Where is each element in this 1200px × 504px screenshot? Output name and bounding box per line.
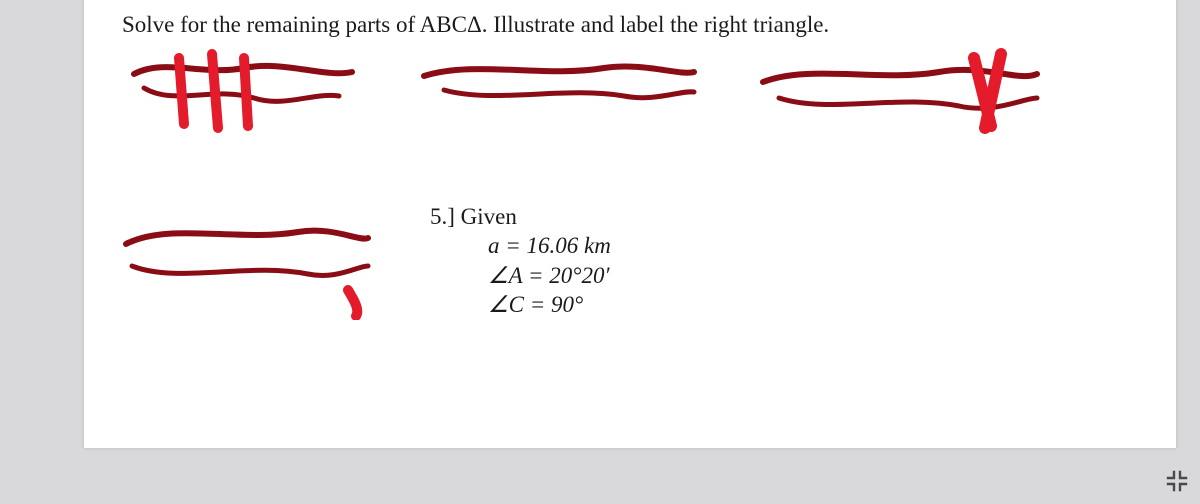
problem-5-block: 5.] Given a = 16.06 km ∠A = 20°20′ ∠C = … — [430, 202, 611, 320]
problem-5-label: 5.] Given — [430, 202, 611, 231]
document-page: Solve for the remaining parts of ABCΔ. I… — [84, 0, 1176, 448]
problem-5-line-C: ∠C = 90° — [430, 290, 611, 319]
redaction-scribble-3 — [739, 34, 1049, 139]
exit-fullscreen-button[interactable] — [1160, 464, 1194, 498]
redaction-scribble-2 — [404, 32, 704, 132]
problem-5-line-A: ∠A = 20°20′ — [430, 261, 611, 290]
redaction-scribble-1 — [114, 28, 374, 138]
problem-5-line-a: a = 16.06 km — [430, 231, 611, 260]
exit-fullscreen-icon — [1165, 469, 1189, 493]
redaction-scribble-4 — [98, 180, 378, 320]
